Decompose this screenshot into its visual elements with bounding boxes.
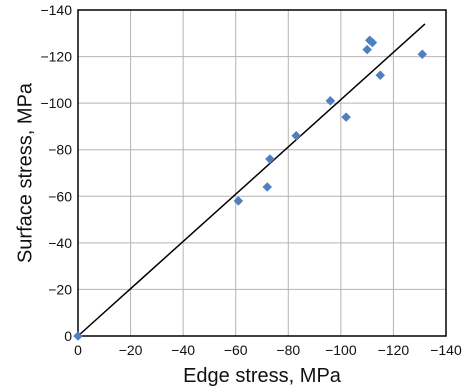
y-tick-label: −20 <box>48 281 72 297</box>
y-tick-label: 0 <box>64 328 72 344</box>
data-point <box>291 130 302 141</box>
x-tick-label: −40 <box>171 342 195 358</box>
y-tick-label: −40 <box>48 235 72 251</box>
trend-line-layer <box>77 23 426 337</box>
grid <box>77 9 447 337</box>
data-point <box>375 70 386 81</box>
y-tick-label: −80 <box>48 142 72 158</box>
y-axis-title: Surface stress, MPa <box>14 82 36 263</box>
data-point <box>262 182 273 192</box>
y-tick-label: −60 <box>48 188 72 204</box>
y-tick-label: −100 <box>40 95 72 111</box>
x-tick-label: 0 <box>74 342 82 358</box>
data-point <box>73 331 83 341</box>
x-tick-label: −100 <box>325 342 357 358</box>
data-point <box>362 44 372 55</box>
x-axis-title: Edge stress, MPa <box>183 365 342 387</box>
y-tick-label: −120 <box>40 49 72 65</box>
data-point <box>417 49 428 60</box>
trend-line <box>77 23 426 337</box>
data-point <box>325 95 336 106</box>
data-point <box>341 112 351 122</box>
x-tick-label: −140 <box>430 342 462 358</box>
data-point <box>233 196 244 206</box>
tick-labels: 0 −20 −40 −60 −80 −100 −120 −140 0 −20 −40 −60 −80 −1… <box>40 2 462 358</box>
data-point <box>367 37 378 48</box>
x-tick-label: −60 <box>224 342 248 358</box>
data-point <box>265 154 275 164</box>
y-tick-label: −140 <box>40 2 72 18</box>
x-tick-label: −20 <box>119 342 143 358</box>
x-tick-label: −120 <box>378 342 410 358</box>
plot-frame <box>77 9 447 337</box>
data-points <box>73 35 428 341</box>
x-tick-label: −80 <box>276 342 300 358</box>
